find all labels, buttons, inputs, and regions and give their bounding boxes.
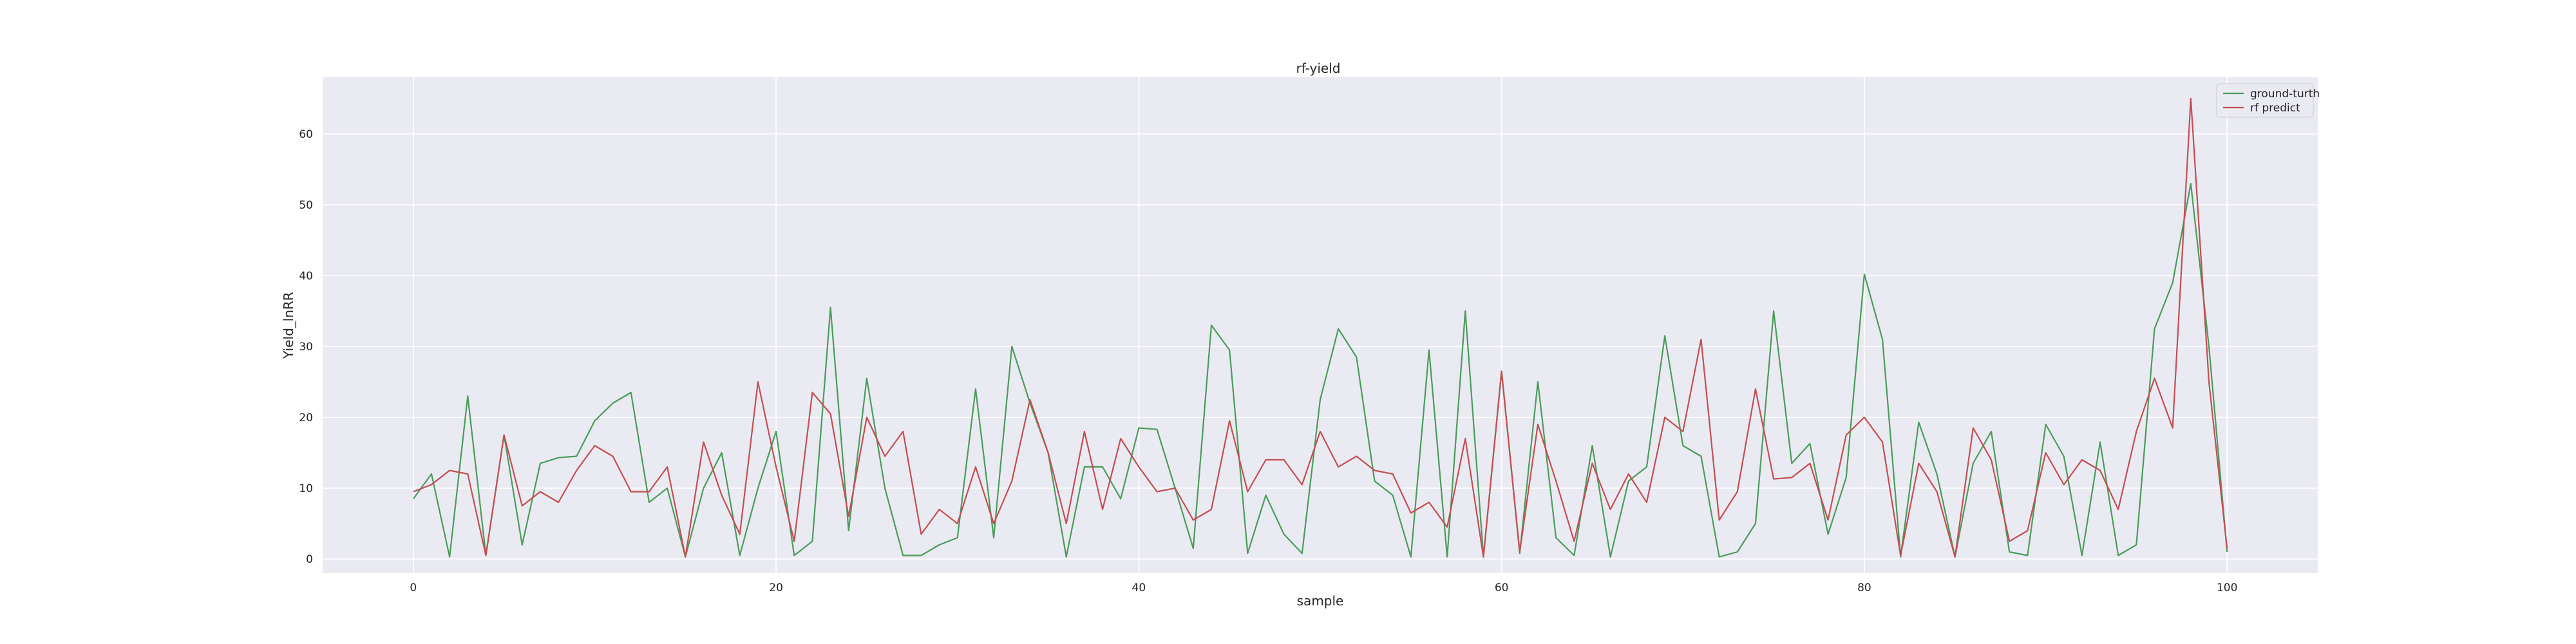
- y-axis-label: Yield_lnRR: [281, 292, 296, 359]
- y-tick-label: 30: [299, 341, 313, 354]
- x-tick-label: 60: [1495, 582, 1509, 594]
- y-tick-label: 60: [299, 128, 313, 141]
- y-tick-label: 20: [299, 412, 313, 424]
- legend-label: rf predict: [2250, 102, 2300, 115]
- series-line-0: [412, 182, 2228, 558]
- x-tick-label: 40: [1132, 582, 1146, 594]
- y-tick-label: 40: [299, 270, 313, 283]
- y-tick-label: 0: [306, 553, 313, 566]
- y-axis-ticks: 0 10 20 30 40 50 60: [299, 128, 313, 566]
- legend-label: ground-turth: [2250, 88, 2320, 100]
- x-tick-label: 0: [410, 582, 417, 594]
- legend: ground-turth rf predict: [2216, 83, 2320, 118]
- grid: [323, 77, 2318, 573]
- series-line-1: [413, 97, 2228, 558]
- y-tick-label: 50: [299, 199, 313, 212]
- x-axis-label: sample: [1297, 593, 1344, 609]
- x-tick-label: 20: [769, 582, 783, 594]
- series-lines: [412, 97, 2228, 558]
- y-tick-label: 10: [299, 482, 313, 495]
- x-axis-ticks: 0 20 40 60 80 100: [410, 582, 2237, 594]
- x-tick-label: 100: [2217, 582, 2237, 594]
- x-tick-label: 80: [1857, 582, 1871, 594]
- legend-box: [2216, 83, 2314, 118]
- chart-title: rf-yield: [1296, 61, 1341, 76]
- plot-area: [323, 77, 2318, 573]
